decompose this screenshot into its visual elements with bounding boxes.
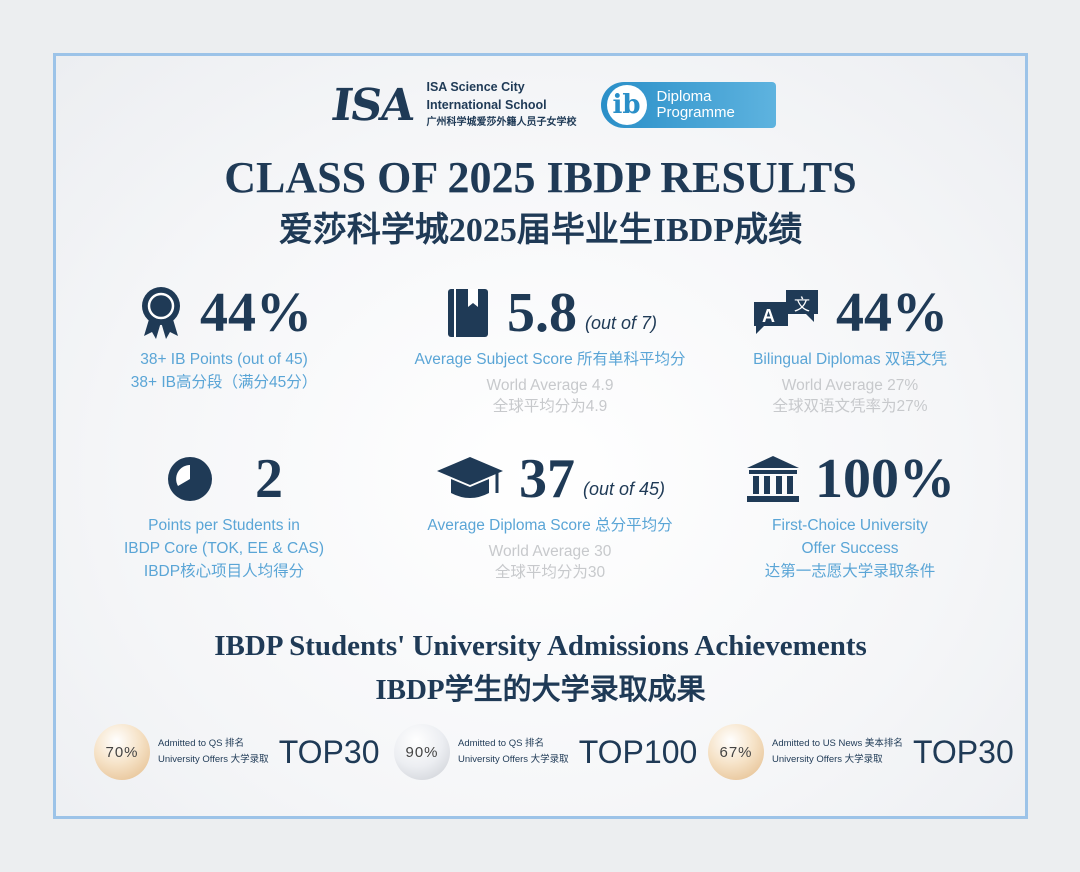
rank-label: TOP100	[578, 733, 698, 770]
percent-badge: 67%	[708, 724, 764, 780]
school-name-en-1: ISA Science City	[426, 80, 525, 94]
stat-value: 44%	[200, 282, 312, 344]
ib-text-2: Programme	[656, 104, 735, 121]
admissions-title-cn: IBDP学生的大学录取成果	[375, 674, 706, 706]
infographic-frame: ISA ISA Science City International Schoo…	[53, 53, 1028, 819]
ib-diploma-logo: ib Diploma Programme	[600, 82, 776, 128]
admission-line-1: Admitted to QS 排名	[458, 738, 545, 749]
stat-label-2: Offer Success	[801, 540, 899, 557]
admission-line-2: University Offers 大学录取	[158, 754, 269, 765]
isa-logo-mark: ISA	[328, 79, 417, 131]
admission-line-1: Admitted to US News 美本排名	[772, 738, 903, 749]
book-icon	[443, 288, 493, 338]
stat-label: Average Subject Score 所有单科平均分	[414, 351, 686, 368]
logo-bar: ISA ISA Science City International Schoo…	[328, 78, 776, 132]
stat-out-of: (out of 45)	[582, 479, 666, 499]
page-subtitle: 爱莎科学城2025届毕业生IBDP成绩	[278, 212, 803, 249]
stat-core-points: 2 Points per Students in IBDP Core (TOK,…	[74, 444, 374, 583]
admission-item: 67% Admitted to US News 美本排名 University O…	[708, 724, 1014, 780]
admission-line-2: University Offers 大学录取	[772, 754, 883, 765]
percent-badge: 90%	[394, 724, 450, 780]
stat-value: 37	[518, 448, 575, 510]
stat-label-cn: 38+ IB高分段（满分45分）	[130, 374, 318, 391]
stat-label: 38+ IB Points (out of 45)	[140, 351, 308, 368]
ib-logo-icon: ib	[606, 85, 647, 125]
stat-first-choice: 100% First-Choice University Offer Succe…	[700, 444, 1000, 583]
world-average-cn: 全球双语文凭率为27%	[772, 398, 928, 415]
rank-label: TOP30	[912, 733, 1014, 770]
stat-out-of: (out of 7)	[584, 313, 658, 333]
stat-value: 100%	[815, 448, 955, 510]
percent-badge: 70%	[94, 724, 150, 780]
stat-subject-score: 5.8 (out of 7) Average Subject Score 所有单科…	[390, 278, 710, 417]
stat-value: 5.8	[506, 282, 577, 344]
stat-label-cn: IBDP核心项目人均得分	[143, 563, 305, 580]
admission-line-1: Admitted to QS 排名	[158, 738, 245, 749]
stat-value: 2	[255, 448, 283, 510]
isa-logo: ISA ISA Science City International Schoo…	[328, 78, 577, 132]
stat-label: Bilingual Diplomas 双语文凭	[753, 351, 947, 368]
page-title: CLASS OF 2025 IBDP RESULTS	[224, 153, 857, 202]
school-name-en-2: International School	[426, 98, 547, 112]
admission-item: 90% Admitted to QS 排名 University Offers 大…	[394, 724, 697, 780]
ib-text-1: Diploma	[656, 88, 712, 105]
stat-high-points: 44% 38+ IB Points (out of 45) 38+ IB高分段（…	[74, 278, 374, 394]
world-average-cn: 全球平均分为4.9	[492, 398, 608, 415]
stat-bilingual: A 文 44% Bilingual Diplomas 双语文凭 World Aver…	[700, 278, 1000, 417]
school-name-cn: 广州科学城爱莎外籍人员子女学校	[426, 117, 577, 128]
pie-chart-icon	[165, 454, 215, 504]
stat-label: First-Choice University	[772, 517, 928, 534]
world-average: World Average 30	[488, 543, 612, 560]
world-average-cn: 全球平均分为30	[494, 564, 606, 581]
university-building-icon	[745, 454, 801, 504]
world-average: World Average 27%	[781, 377, 919, 394]
admissions-title: IBDP Students' University Admissions Ach…	[214, 630, 867, 662]
rank-label: TOP30	[278, 733, 380, 770]
stat-label: Average Diploma Score 总分平均分	[427, 517, 673, 534]
svg-text:A: A	[762, 306, 775, 326]
admission-item: 70% Admitted to QS 排名 University Offers 大…	[94, 724, 379, 780]
award-ribbon-icon	[136, 287, 186, 339]
world-average: World Average 4.9	[486, 377, 614, 394]
stat-label: Points per Students in	[148, 517, 300, 534]
stat-label-cn: 达第一志愿大学录取条件	[764, 563, 936, 580]
stat-label-2: IBDP Core (TOK, EE & CAS)	[123, 540, 325, 557]
graduation-cap-icon	[435, 454, 505, 504]
svg-text:文: 文	[794, 296, 810, 314]
stat-value: 44%	[836, 282, 948, 344]
admission-line-2: University Offers 大学录取	[458, 754, 569, 765]
stat-diploma-score: 37 (out of 45) Average Diploma Score 总分平均…	[390, 444, 710, 583]
